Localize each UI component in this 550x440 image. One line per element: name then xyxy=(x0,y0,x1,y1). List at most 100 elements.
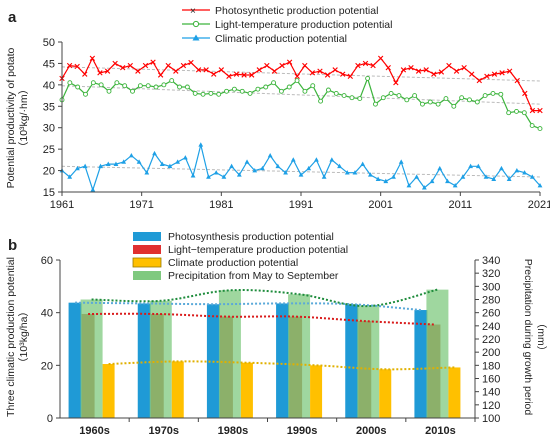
legend-item-bar-photosynthesis: Photosynthesis production potential xyxy=(133,231,334,243)
data-point-climatic xyxy=(406,182,412,188)
data-point-climatic xyxy=(468,163,474,169)
data-point-climatic xyxy=(82,163,88,169)
data-point-climatic xyxy=(105,161,111,166)
bar-precipitation xyxy=(288,294,311,418)
panel-a-ytick-label: 35 xyxy=(43,101,55,113)
data-point-climatic xyxy=(298,172,304,177)
data-point-climatic xyxy=(367,172,373,177)
data-point-photosynthetic xyxy=(286,59,293,65)
data-point-light_temperature xyxy=(380,95,386,101)
data-point-climatic xyxy=(221,174,227,179)
data-point-light_temperature xyxy=(302,88,308,94)
series-points-photosynthetic xyxy=(59,55,543,114)
data-point-photosynthetic xyxy=(180,62,187,69)
legend-item-climatic: Climatic production potential xyxy=(182,33,347,45)
data-point-climatic xyxy=(437,165,443,171)
data-point-climatic xyxy=(475,163,481,169)
data-point-climatic xyxy=(375,176,381,181)
data-point-light_temperature xyxy=(169,78,175,84)
bar-group-2010s xyxy=(414,289,461,418)
data-point-photosynthetic xyxy=(279,62,285,69)
data-point-photosynthetic xyxy=(173,68,179,74)
data-point-light_temperature xyxy=(114,80,120,86)
legend-item-bar-climate: Climate production potential xyxy=(132,257,298,269)
data-point-photosynthetic xyxy=(461,65,467,71)
data-point-photosynthetic xyxy=(370,62,376,69)
data-point-climatic xyxy=(329,157,335,162)
data-point-light_temperature xyxy=(177,84,182,90)
data-point-climatic xyxy=(182,155,188,160)
bar-group-1980s xyxy=(206,290,253,418)
data-point-photosynthetic xyxy=(484,73,490,79)
legend-swatch-bar-light-temperature-icon xyxy=(133,245,161,254)
data-point-photosynthetic xyxy=(408,65,414,71)
data-point-climatic xyxy=(159,161,165,166)
data-point-photosynthetic xyxy=(438,69,445,75)
data-point-climatic xyxy=(537,182,543,188)
panel-b-right-tick-label: 180 xyxy=(482,360,500,372)
panel-a-ytick-label: 45 xyxy=(43,58,55,70)
trend-light-temperature xyxy=(88,312,434,326)
data-point-light_temperature xyxy=(208,90,214,96)
data-point-climatic xyxy=(306,165,312,171)
data-point-photosynthetic xyxy=(211,71,217,77)
data-point-climatic xyxy=(314,157,319,162)
legend-label-bar-light-temperature: Light−temperature production potential xyxy=(168,244,348,256)
data-point-climatic xyxy=(414,174,420,179)
data-point-photosynthetic xyxy=(324,72,331,78)
data-point-photosynthetic xyxy=(347,73,354,79)
panel-a-xtick-label: 2021 xyxy=(528,199,550,211)
data-point-climatic xyxy=(98,163,103,169)
bar-group-1990s xyxy=(276,294,323,418)
data-point-photosynthetic xyxy=(514,77,520,84)
data-point-climatic xyxy=(421,185,427,190)
series-points-climatic xyxy=(59,142,543,192)
data-point-photosynthetic xyxy=(82,71,88,77)
bar-precipitation xyxy=(426,289,449,418)
data-point-photosynthetic xyxy=(112,60,118,67)
legend-marker-photosynthetic-icon: × xyxy=(190,6,196,17)
bar-photosynthesis xyxy=(68,302,82,418)
bar-climate xyxy=(379,369,392,418)
data-point-light_temperature xyxy=(83,91,88,97)
data-point-photosynthetic xyxy=(294,73,300,79)
data-point-climatic xyxy=(445,178,450,184)
data-point-light_temperature xyxy=(349,95,355,101)
panel-b-right-tick-label: 340 xyxy=(482,255,500,267)
panel-b-legend: Photosynthesis production potential Ligh… xyxy=(132,231,348,282)
panel-b-xtick-label: 1990s xyxy=(287,425,318,437)
trend-photosynthesis xyxy=(75,301,421,311)
data-point-light_temperature xyxy=(325,87,331,93)
bar-group-1960s xyxy=(68,299,115,418)
data-point-light_temperature xyxy=(467,97,472,103)
data-point-light_temperature xyxy=(145,83,151,89)
data-point-photosynthetic xyxy=(142,62,149,69)
data-point-photosynthetic xyxy=(233,71,240,77)
data-point-light_temperature xyxy=(310,83,316,89)
data-point-photosynthetic xyxy=(256,67,262,73)
panel-b-left-ylabel-line2: （10³kg/ha） xyxy=(18,306,30,368)
series-line-light_temperature xyxy=(61,76,541,130)
data-point-climatic xyxy=(113,161,119,166)
data-point-climatic xyxy=(398,159,404,164)
data-point-light_temperature xyxy=(427,99,433,105)
data-point-photosynthetic xyxy=(393,80,399,86)
data-point-climatic xyxy=(252,167,258,173)
legend-label-bar-photosynthesis: Photosynthesis production potential xyxy=(168,231,334,243)
data-point-photosynthetic xyxy=(506,68,513,74)
data-point-photosynthetic xyxy=(537,107,543,114)
data-point-photosynthetic xyxy=(453,68,460,74)
data-point-photosynthetic xyxy=(499,70,505,76)
data-point-light_temperature xyxy=(451,103,457,109)
data-point-light_temperature xyxy=(514,108,519,114)
data-point-climatic xyxy=(67,174,73,179)
panel-a-ytick-label: 20 xyxy=(43,166,55,178)
data-point-light_temperature xyxy=(255,86,261,92)
legend-swatch-bar-climate-icon xyxy=(132,257,162,268)
panel-b-left-ylabel-line1: Three climatic production potential xyxy=(5,257,17,417)
data-point-light_temperature xyxy=(294,78,300,84)
data-point-light_temperature xyxy=(521,110,527,116)
data-point-photosynthetic xyxy=(377,55,384,61)
data-point-photosynthetic xyxy=(135,68,141,74)
data-point-light_temperature xyxy=(247,90,253,96)
